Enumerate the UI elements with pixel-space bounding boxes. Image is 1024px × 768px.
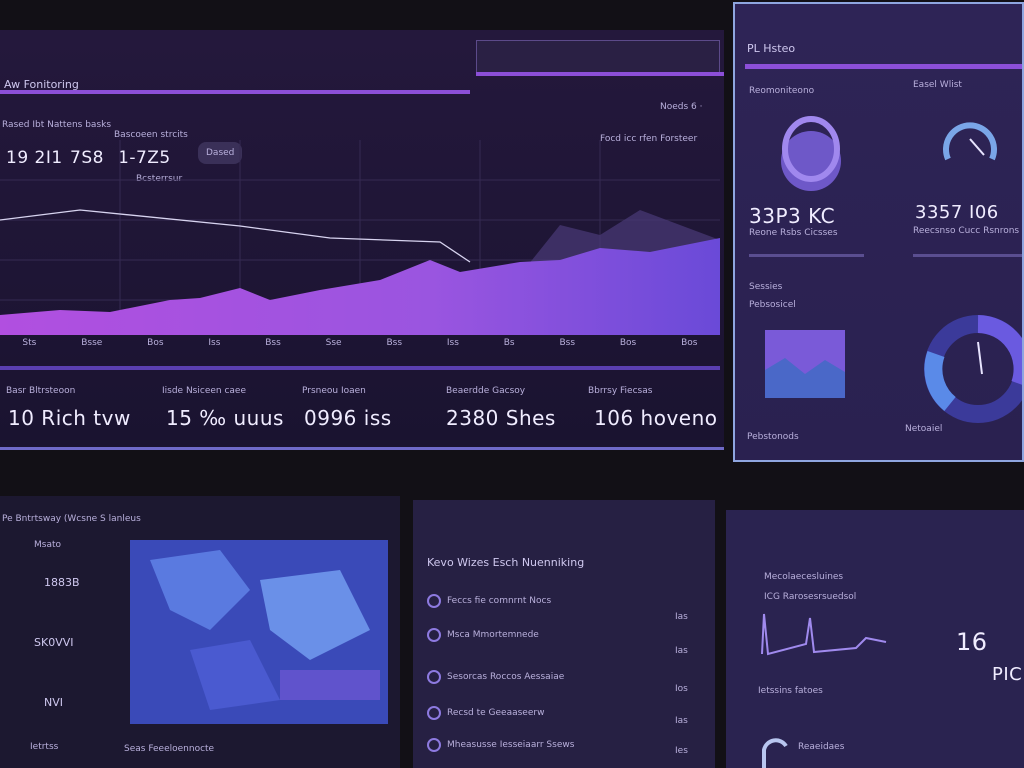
section: Ietssins fatoes [758,686,823,696]
button[interactable]: Dased [198,142,243,164]
area-chart [0,140,720,335]
subtitle: ICG Rarosesrsuedsol [764,592,857,602]
item-tag: Ias [675,716,688,726]
kpi-label: Beaerdde Gacsoy [446,386,526,396]
stat-sub: Bcsterrsur [136,174,183,184]
donut [924,315,1022,423]
footer: Ietrtss [30,742,59,752]
accent-bar [745,64,1022,69]
title: Aw Fonitoring [4,78,79,91]
item-icon [427,706,441,720]
x-axis: Sts Bsse Bos Iss Bss Sse Bss Iss Bs Bss … [0,338,720,348]
chart-note: Focd icc rfen Forsteer [600,134,698,144]
stat-value: 1-7Z5 [118,148,171,168]
section: Pebsosicel [749,300,796,310]
line [0,209,471,263]
area [0,238,720,335]
regions-screen: Pe Bntrtsway (Wcsne S lanleus Msato 1883… [0,496,400,768]
x-label: Bos [147,338,164,348]
kpi-value: 15 ‰ uuus [166,406,284,430]
title: Mecolaecesluines [764,572,844,582]
accent-bar [476,72,724,76]
item-icon [427,738,441,752]
kpi-label: Basr Bltrsteoon [6,386,76,396]
x-label: Bos [619,338,637,348]
kpi-label: Bbrrsy Fiecsas [588,386,653,396]
stat-label: Rased Ibt Nattens basks [2,120,112,130]
value: 3357 I06 [915,202,999,223]
item-icon [427,628,441,642]
title: PL Hsteo [747,42,796,55]
item-text: Mheasusse Iesseiaarr Ssews [447,740,575,750]
kpi-value: 10 Rich tvw [8,406,131,430]
footer: Seas Feeeloennocte [124,744,215,754]
item-text: Msca Mmortemnede [447,630,539,640]
header-note: Noeds 6 · [660,102,703,112]
item-tag: Ies [675,746,688,756]
item-text: Recsd te Geeaaseerw [447,708,545,718]
toolbar [476,40,720,74]
icon [781,116,841,191]
kpi-value: 0996 iss [304,406,392,430]
x-label: Sts [22,338,37,348]
item-tag: Ias [675,646,688,656]
kpi-label: Iisde Nsiceen caee [162,386,247,396]
x-label: Bss [559,338,576,348]
value: 33P3 KC [749,204,836,228]
gauge [943,122,997,161]
caption: Reone Rsbs Cicsses [749,228,838,238]
divider [0,366,720,370]
label: Msato [34,540,62,550]
value: SK0VVI [34,636,74,649]
x-label: Iss [208,338,221,348]
x-label: Bos [681,338,698,348]
title: Kevo Wizes Esch Nuenniking [427,556,585,569]
x-label: Sse [325,338,342,348]
unit: PIC [992,664,1023,685]
note: Sessies [749,282,783,292]
caption: Reecsnso Cucc Rsnrons [913,226,1020,236]
side-screen: PL Hsteo Reomoniteono Easel Wlist 33P3 K… [733,2,1024,462]
item-icon [427,670,441,684]
thumbnail [765,330,845,398]
rule [749,254,864,257]
x-label: Bss [265,338,281,348]
stat-value: 7S8 [70,148,104,168]
heading: Reomoniteono [749,86,815,96]
item-tag: Ias [675,612,688,622]
kpi-label: Prsneou Ioaen [302,386,366,396]
stat-value: 19 2I1 [6,148,63,168]
item-icon [427,594,441,608]
x-label: Bsse [81,338,103,348]
heading: Easel Wlist [913,80,962,90]
sparkline [761,613,887,656]
x-label: Iss [446,338,459,348]
metrics-screen: Mecolaecesluines ICG Rarosesrsuedsol Iet… [726,510,1024,768]
accent-bar [0,90,470,94]
x-label: Bs [503,338,515,348]
x-label: Bss [386,338,403,348]
item-text: Feccs fie comnrnt Nocs [447,596,552,606]
main-screen: Aw Fonitoring Noeds 6 · Rased Ibt Natten… [0,30,724,450]
activity-screen: Kevo Wizes Esch Nuenniking Feccs fie com… [413,500,715,768]
value: NVI [44,696,63,709]
footer: Pebstonods [747,432,799,442]
rule [913,254,1022,257]
title: Pe Bntrtsway (Wcsne S lanleus [2,514,141,524]
kpi-value: 106 hoveno [594,406,718,430]
stat-label: Bascoeen strcits [114,130,188,140]
item-tag: Ios [675,684,688,694]
map [130,540,388,724]
value: 1883B [44,576,80,589]
item-text: Sesorcas Roccos Aessaiae [447,672,565,682]
value: 16 [956,628,988,656]
footer: Reaeidaes [798,742,845,752]
kpi-value: 2380 Shes [446,406,556,430]
icon [762,738,788,768]
footer: Netoaiel [905,424,943,434]
